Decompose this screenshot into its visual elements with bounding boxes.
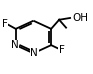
Text: N: N [11,40,19,50]
Text: F: F [2,19,7,29]
Text: OH: OH [72,13,88,23]
Text: N: N [31,48,38,58]
Text: F: F [59,45,65,55]
